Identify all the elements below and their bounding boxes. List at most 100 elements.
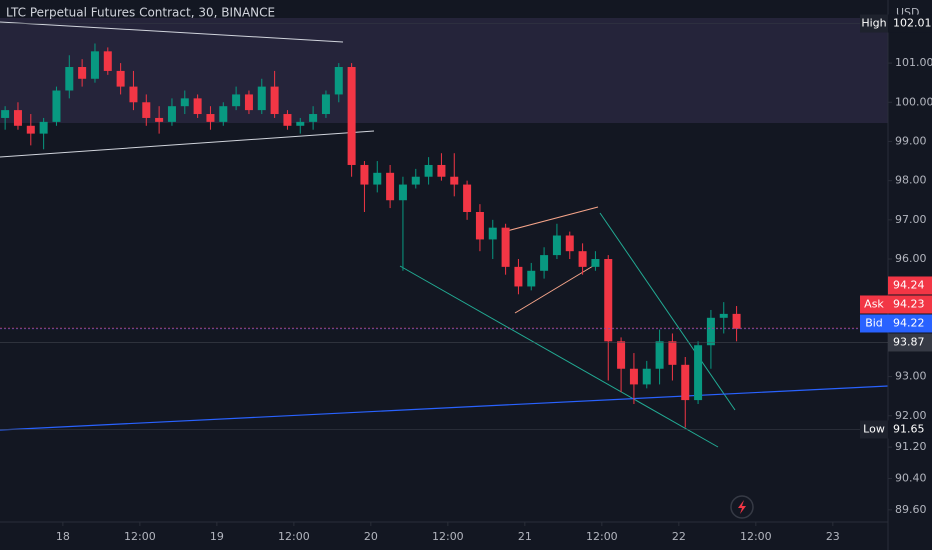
candle-body xyxy=(65,67,74,91)
candle-body xyxy=(283,114,292,126)
candle-body xyxy=(1,110,10,118)
candle-body xyxy=(668,341,677,365)
marks xyxy=(1,43,741,428)
y-tick-label: 97.00 xyxy=(895,213,927,226)
price-tag xyxy=(888,14,932,33)
x-tick-label: 19 xyxy=(210,530,224,543)
candle-body xyxy=(116,70,125,87)
trendline xyxy=(0,130,375,158)
candle-body xyxy=(142,102,151,118)
candle-body xyxy=(681,364,690,401)
candle-body xyxy=(617,341,626,369)
candle-body xyxy=(694,345,703,401)
price-tag xyxy=(888,333,932,352)
y-tick-label: 100.00 xyxy=(895,95,932,108)
price-label: Ask xyxy=(864,297,884,310)
candle-body xyxy=(373,172,382,185)
x-tick-label: 21 xyxy=(518,530,532,543)
x-tick-label: 22 xyxy=(672,530,686,543)
candle-body xyxy=(591,259,600,267)
candle-body xyxy=(424,164,433,177)
x-tick-label: 12:00 xyxy=(586,530,618,543)
price-tag-label xyxy=(860,14,888,33)
candle-body xyxy=(463,184,472,212)
candle-body xyxy=(398,184,407,201)
y-tick-label: 91.20 xyxy=(895,440,927,453)
y-tick-label: 98.00 xyxy=(895,174,927,187)
y-tick-label: 92.00 xyxy=(895,409,927,422)
candle-body xyxy=(450,176,459,185)
price-value: 94.23 xyxy=(893,297,925,310)
candle-body xyxy=(732,313,741,329)
replay-icon[interactable] xyxy=(730,495,754,519)
price-tag-label xyxy=(860,420,888,439)
candle-body xyxy=(52,90,61,122)
candle-body xyxy=(578,251,587,267)
x-tick-label: 18 xyxy=(56,530,70,543)
y-tick-label: 90.40 xyxy=(895,471,927,484)
candle-body xyxy=(540,255,549,271)
candle-body xyxy=(26,125,35,134)
price-label: High xyxy=(861,17,886,30)
candle-body xyxy=(475,211,484,240)
x-tick-label: 23 xyxy=(826,530,840,543)
candle-body xyxy=(527,270,536,287)
price-tag-label xyxy=(860,314,888,333)
candle-body xyxy=(334,67,343,95)
candle-body xyxy=(13,110,22,126)
x-tick-label: 12:00 xyxy=(740,530,772,543)
candle-body xyxy=(103,51,112,71)
candle-body xyxy=(296,121,305,126)
candle-body xyxy=(360,164,369,185)
candle-body xyxy=(386,172,395,201)
y-tick-label: 89.60 xyxy=(895,503,927,516)
candle-body xyxy=(437,164,446,177)
trendline xyxy=(399,265,719,448)
price-value: 102.01 xyxy=(893,17,932,30)
price-tag xyxy=(888,295,932,314)
price-tag xyxy=(888,420,932,439)
candle-body xyxy=(347,67,356,165)
candle-body xyxy=(193,98,202,115)
candle-body xyxy=(706,317,715,346)
candle-body xyxy=(232,94,241,107)
candle-body xyxy=(206,114,215,122)
price-value: 93.87 xyxy=(893,335,925,348)
candle-body xyxy=(488,227,497,240)
price-tag xyxy=(888,314,932,333)
candle-body xyxy=(180,98,189,107)
price-value: 94.22 xyxy=(893,316,925,329)
candle-body xyxy=(501,227,510,267)
candle-body xyxy=(565,235,574,252)
y-tick-label: 101.00 xyxy=(895,56,932,69)
candle-body xyxy=(411,176,420,185)
price-value: 91.65 xyxy=(893,422,925,435)
candle-body xyxy=(257,86,266,111)
price-tag xyxy=(888,276,932,295)
candle-body xyxy=(321,94,330,115)
trendline xyxy=(0,21,344,43)
y-tick-label: 93.00 xyxy=(895,370,927,383)
candle-body xyxy=(90,51,99,79)
price-tag-label xyxy=(860,295,888,314)
price-label: Bid xyxy=(865,316,883,329)
trendline xyxy=(514,262,599,314)
candle-body xyxy=(244,94,253,111)
candle-body xyxy=(167,106,176,122)
x-tick-label: 20 xyxy=(364,530,378,543)
candle-body xyxy=(78,67,87,79)
candle-body xyxy=(655,341,664,369)
candle-body xyxy=(219,106,228,122)
price-value: 94.24 xyxy=(893,278,925,291)
price-label: Low xyxy=(863,422,885,435)
x-tick-label: 12:00 xyxy=(278,530,310,543)
candle-body xyxy=(552,235,561,256)
candle-body xyxy=(514,266,523,287)
trendline xyxy=(502,206,599,233)
candle-body xyxy=(270,86,279,115)
candle-body xyxy=(309,114,318,122)
candle-body xyxy=(155,117,164,122)
y-tick-label: 96.00 xyxy=(895,252,927,265)
candle-body xyxy=(642,368,651,385)
